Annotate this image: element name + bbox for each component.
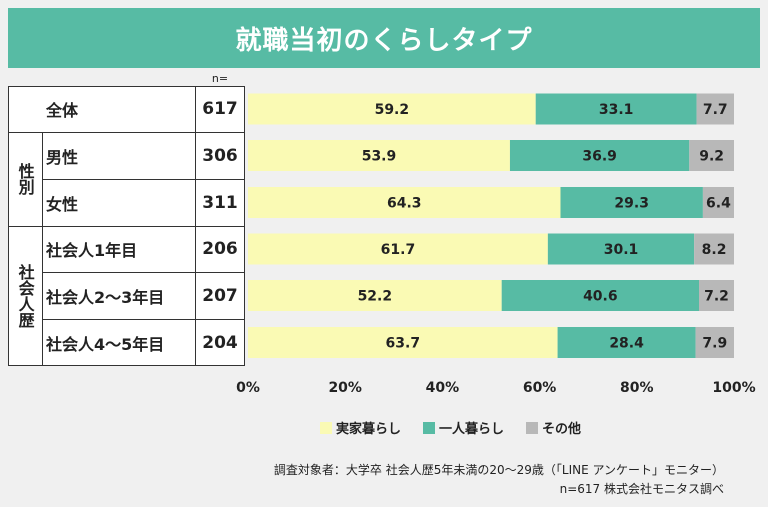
divider: [8, 132, 245, 133]
x-tick-label: 60%: [523, 380, 557, 396]
data-label: 7.2: [704, 289, 729, 305]
legend: 実家暮らし 一人暮らし その他: [320, 418, 581, 437]
bar-segment: [248, 327, 558, 358]
row-n-female: 311: [202, 192, 238, 213]
row-label-female: 女性: [46, 194, 79, 214]
bar-segment: [509, 140, 690, 171]
divider: [8, 226, 245, 227]
group-label-career: 社会人歴: [8, 226, 42, 366]
legend-swatch-jikka: [320, 421, 332, 434]
x-tick-label: 100%: [712, 380, 755, 396]
data-label: 36.9: [582, 149, 617, 165]
x-tick-label: 80%: [620, 380, 654, 396]
x-tick-label: 40%: [426, 380, 460, 396]
data-label: 53.9: [362, 149, 397, 165]
legend-label: 実家暮らし: [336, 422, 402, 437]
bar-segment: [557, 327, 696, 358]
stacked-bar-chart: 59.2 33.1 7.7 53.9 36.9 9.2 64.3 29.3 6.4 61.7 30.…: [236, 93, 756, 396]
row-label-year1: 社会人1年目: [46, 241, 138, 260]
row-label-year2-3: 社会人2～3年目: [46, 287, 165, 307]
survey-note: 調査対象者：大学卒 社会人歴5年未満の20～29歳（「LINE アンケート」モニ…: [273, 463, 724, 477]
x-tick-label: 20%: [328, 380, 362, 396]
legend-item: 一人暮らし: [423, 418, 504, 437]
bar-segment: [695, 327, 734, 358]
divider: [42, 272, 245, 273]
bar-segment: [694, 233, 734, 265]
row-label-year4-5: 社会人4～5年目: [46, 334, 165, 354]
data-label: 64.3: [387, 196, 422, 212]
group-label-gender: 性別: [8, 132, 42, 226]
data-label: 7.9: [702, 336, 727, 352]
legend-swatch-sonota: [526, 421, 539, 434]
data-label: 33.1: [599, 102, 634, 118]
row-n-year4-5: 204: [202, 332, 238, 353]
data-label: 7.7: [703, 102, 728, 118]
data-label: 59.2: [375, 102, 410, 118]
data-label: 52.2: [358, 289, 393, 305]
row-n-year1: 206: [202, 239, 238, 259]
row-n-year2-3: 207: [202, 285, 238, 306]
bar-segment: [535, 93, 697, 125]
legend-swatch-hitori: [423, 421, 436, 434]
bar-segment: [248, 280, 502, 311]
data-label: 28.4: [609, 336, 644, 352]
bar-segment: [248, 187, 561, 218]
source-note: n=617 株式会社モニタス調べ: [559, 482, 724, 496]
data-label: 29.3: [614, 196, 649, 212]
data-label: 6.4: [706, 196, 731, 212]
data-label: 40.6: [583, 289, 618, 305]
row-label-total: 全体: [46, 101, 79, 120]
x-tick-label: 0%: [236, 380, 260, 396]
bar-segment: [248, 93, 536, 125]
row-label-male: 男性: [46, 147, 79, 167]
row-n-total: 617: [202, 99, 238, 119]
bar-segment: [702, 187, 734, 218]
bar-segment: [696, 93, 734, 125]
row-n-male: 306: [202, 145, 238, 166]
legend-item: 実家暮らし: [320, 418, 401, 437]
divider: [42, 319, 245, 320]
legend-label: 一人暮らし: [439, 422, 505, 437]
data-label: 63.7: [386, 336, 421, 352]
data-label: 9.2: [699, 149, 724, 165]
chart-title: 就職当初のくらしタイプ: [8, 8, 760, 68]
bar-segment: [699, 280, 734, 311]
group-label-text: 性別: [15, 163, 35, 195]
bar-segment: [689, 140, 734, 171]
legend-label: その他: [542, 422, 582, 437]
group-label-text: 社会人歴: [15, 264, 35, 328]
divider: [42, 179, 245, 180]
divider: [42, 132, 43, 366]
bar-segment: [547, 233, 695, 265]
bar-segment: [248, 140, 510, 171]
data-label: 30.1: [604, 242, 639, 258]
bar-segment: [501, 280, 700, 311]
data-label: 61.7: [381, 242, 416, 258]
bar-segment: [248, 233, 548, 265]
legend-item: その他: [526, 418, 581, 437]
bar-segment: [560, 187, 703, 218]
n-header: n=: [211, 72, 229, 85]
data-label: 8.2: [702, 242, 727, 258]
